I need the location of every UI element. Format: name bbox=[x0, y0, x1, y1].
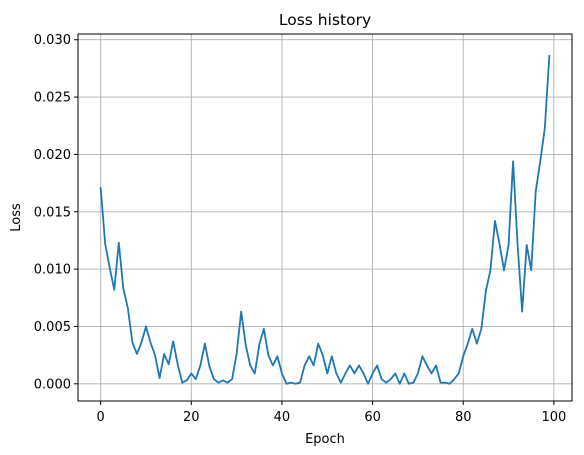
y-tick-label: 0.025 bbox=[34, 91, 71, 106]
y-tick-label: 0.015 bbox=[34, 205, 71, 220]
loss-series-line bbox=[99, 54, 551, 385]
y-axis-label: Loss bbox=[9, 203, 24, 232]
x-tick-label: 60 bbox=[364, 410, 381, 425]
y-tick-label: 0.000 bbox=[34, 377, 71, 392]
x-tick-label: 80 bbox=[455, 410, 472, 425]
line-layer bbox=[99, 54, 551, 385]
x-tick-label: 100 bbox=[541, 410, 566, 425]
y-tick-label: 0.020 bbox=[34, 148, 71, 163]
y-tick-label: 0.005 bbox=[34, 320, 71, 335]
x-tick-label: 40 bbox=[274, 410, 291, 425]
x-axis-ticks: 0 20 40 60 80 100 bbox=[97, 401, 566, 425]
x-axis-label: Epoch bbox=[305, 432, 345, 447]
chart-title: Loss history bbox=[279, 11, 371, 29]
y-tick-label: 0.010 bbox=[34, 263, 71, 278]
grid-layer bbox=[78, 34, 572, 401]
y-axis-ticks: 0.000 0.005 0.010 0.015 0.020 0.025 0.030 bbox=[34, 33, 78, 392]
x-tick-label: 20 bbox=[183, 410, 200, 425]
plot-frame bbox=[77, 33, 573, 402]
y-tick-label: 0.030 bbox=[34, 33, 71, 48]
x-tick-label: 0 bbox=[97, 410, 105, 425]
